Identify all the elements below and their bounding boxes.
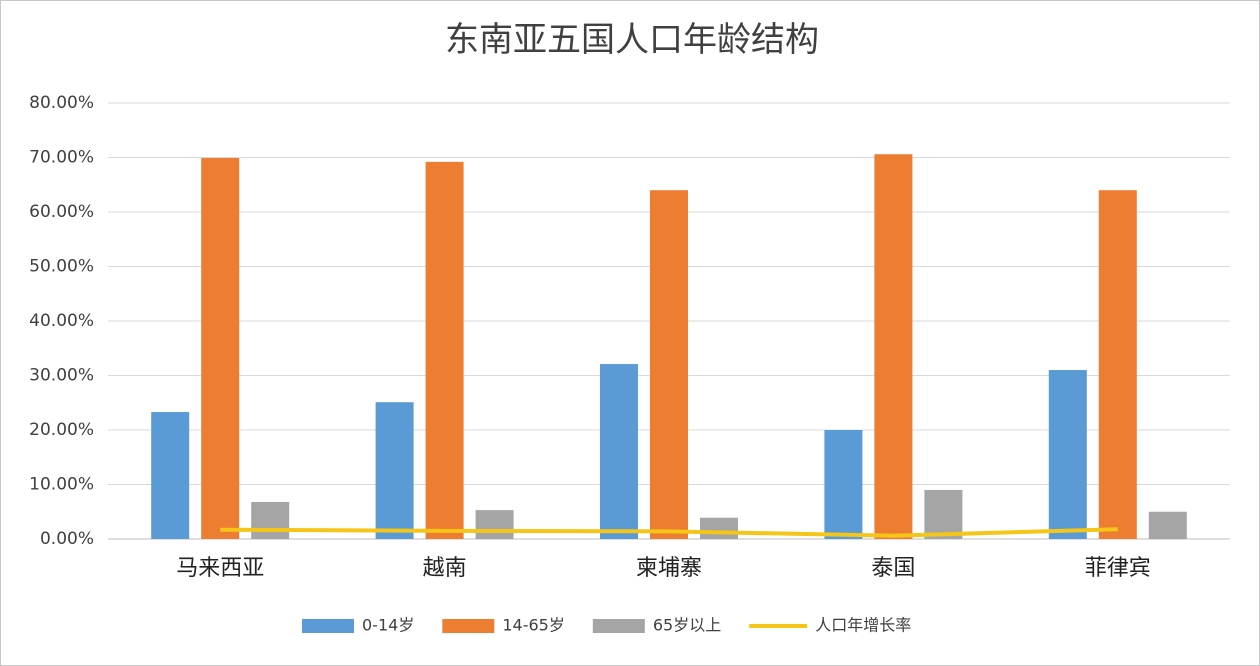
bar — [375, 402, 414, 539]
y-tick-label: 30.00% — [29, 366, 94, 386]
y-tick-label: 80.00% — [29, 93, 94, 113]
bar — [425, 161, 464, 540]
bar — [475, 510, 514, 539]
legend-label: 65岁以上 — [653, 616, 721, 635]
legend-swatch — [592, 619, 645, 633]
legend-label: 人口年增长率 — [815, 616, 911, 635]
y-tick-label: 50.00% — [29, 257, 94, 277]
y-tick-label: 60.00% — [29, 202, 94, 222]
line-series — [220, 527, 1118, 538]
y-tick-label: 40.00% — [29, 311, 94, 331]
x-tick-label: 柬埔寨 — [636, 556, 702, 581]
x-tick-label: 菲律宾 — [1085, 556, 1151, 581]
legend-label: 14-65岁 — [502, 616, 565, 635]
chart-title: 东南亚五国人口年龄结构 — [445, 20, 819, 60]
y-tick-label: 0.00% — [40, 529, 94, 549]
y-tick-label: 70.00% — [29, 148, 94, 168]
legend-swatch — [302, 619, 354, 633]
legend-label: 0-14岁 — [362, 616, 414, 635]
bar — [650, 190, 688, 539]
y-tick-label: 10.00% — [29, 475, 94, 495]
legend-swatch — [442, 619, 495, 633]
bar — [824, 430, 863, 539]
x-tick-label: 越南 — [423, 556, 467, 581]
bar — [251, 501, 290, 539]
bar — [1048, 370, 1087, 539]
bar — [874, 154, 913, 540]
bar — [201, 158, 240, 540]
bar — [700, 517, 738, 539]
bar — [924, 489, 963, 539]
x-tick-label: 马来西亚 — [176, 556, 264, 581]
bar — [151, 412, 190, 539]
bar — [1098, 190, 1137, 539]
bar — [600, 364, 638, 539]
bar — [1148, 511, 1187, 539]
y-tick-label: 20.00% — [29, 420, 94, 440]
x-tick-label: 泰国 — [871, 556, 915, 581]
